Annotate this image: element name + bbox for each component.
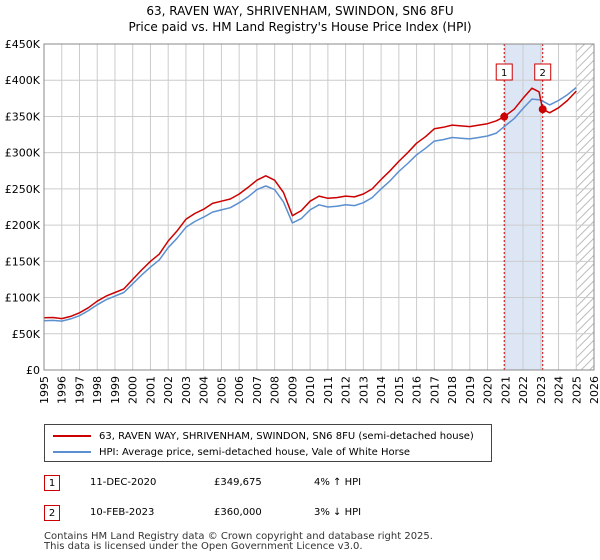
x-tick-label: 1999 (109, 376, 122, 404)
sale-point-1 (500, 112, 509, 121)
legend: 63, RAVEN WAY, SHRIVENHAM, SWINDON, SN6 … (44, 424, 492, 462)
x-tick-label: 2024 (553, 376, 566, 404)
y-tick-label: £200K (5, 219, 41, 232)
x-tick-label: 2011 (322, 376, 335, 404)
x-tick-label: 2005 (215, 376, 228, 404)
x-tick-label: 2000 (127, 376, 140, 404)
x-tick-label: 2007 (251, 376, 264, 404)
y-tick-label: £250K (5, 183, 41, 196)
hpi-line (43, 86, 577, 322)
sale-box-1 (495, 63, 513, 81)
y-tick-label: £400K (5, 74, 41, 87)
plot-frame (43, 43, 595, 371)
x-tick-label: 2019 (464, 376, 477, 404)
x-tick-label: 2004 (198, 376, 211, 404)
x-tick-label: 2008 (269, 376, 282, 404)
y-tick-label: £100K (5, 292, 41, 305)
x-tick-label: 2009 (286, 376, 299, 404)
y-tick-label: £0 (26, 364, 40, 377)
x-tick-label: 1995 (38, 376, 51, 404)
legend-item-property: 63, RAVEN WAY, SHRIVENHAM, SWINDON, SN6 … (53, 428, 474, 444)
annotation-date-1: 11-DEC-2020 (90, 477, 157, 488)
legend-item-hpi: HPI: Average price, semi-detached house,… (53, 444, 410, 460)
y-tick-label: £150K (5, 255, 41, 268)
x-tick-label: 2018 (446, 376, 459, 404)
annotation-price-2: £360,000 (214, 507, 262, 518)
x-tick-label: 1997 (73, 376, 86, 404)
y-tick-label: £50K (12, 328, 41, 341)
footer: Contains HM Land Registry data © Crown c… (44, 532, 433, 552)
x-tick-label: 2026 (588, 376, 600, 404)
legend-hpi-line (53, 451, 91, 453)
annotation-date-2: 10-FEB-2023 (90, 507, 155, 518)
sale-point-2 (538, 105, 547, 114)
x-tick-label: 2023 (535, 376, 548, 404)
annotation-row-2: 2 10-FEB-2023 £360,000 3% ↓ HPI (44, 505, 564, 523)
x-tick-label: 2022 (517, 376, 530, 404)
chart-area: £0 £50K £100K £150K £200K £250K £300K £350K £400… (5, 38, 600, 404)
x-tick-label: 2020 (482, 376, 495, 404)
future-hatch (576, 44, 594, 370)
footer-copyright: Contains HM Land Registry data © Crown c… (44, 531, 433, 542)
legend-property-line (53, 435, 91, 437)
x-tick-label: 2021 (499, 376, 512, 404)
annotation-row-1: 1 11-DEC-2020 £349,675 4% ↑ HPI (44, 475, 564, 493)
annotation-marker-1: 1 (44, 475, 60, 491)
sale-box-2 (534, 63, 552, 81)
annotation-marker-2: 2 (44, 505, 60, 521)
y-tick-label: £350K (5, 110, 41, 123)
x-tick-label: 2003 (180, 376, 193, 404)
x-tick-label: 2017 (428, 376, 441, 404)
x-tick-label: 2016 (411, 376, 424, 404)
sale-box-label-1: 1 (501, 68, 507, 79)
x-tick-label: 2002 (162, 376, 175, 404)
x-tick-label: 1996 (56, 376, 69, 404)
legend-hpi-label: HPI: Average price, semi-detached house,… (99, 446, 411, 458)
footer-licence: This data is licensed under the Open Gov… (44, 541, 363, 552)
annotation-price-1: £349,675 (214, 477, 262, 488)
chart-title-line2: Price paid vs. HM Land Registry's House … (128, 20, 472, 34)
x-tick-label: 2025 (570, 376, 583, 404)
x-tick-label: 2013 (357, 376, 370, 404)
x-tick-label: 1998 (91, 376, 104, 404)
annotation-hpi-2: 3% ↓ HPI (314, 507, 362, 518)
x-tick-label: 2010 (304, 376, 317, 404)
x-tick-label: 2006 (233, 376, 246, 404)
x-tick-label: 2012 (340, 376, 353, 404)
x-tick-label: 2014 (375, 376, 388, 404)
y-tick-label: £300K (5, 147, 41, 160)
legend-property-label: 63, RAVEN WAY, SHRIVENHAM, SWINDON, SN6 … (99, 430, 474, 442)
y-tick-label: £450K (5, 38, 41, 51)
chart-title-line1: 63, RAVEN WAY, SHRIVENHAM, SWINDON, SN6 … (146, 4, 454, 18)
x-tick-label: 2015 (393, 376, 406, 404)
x-tick-label: 2001 (144, 376, 157, 404)
property-price-line (43, 87, 577, 320)
sale-box-label-2: 2 (540, 68, 546, 79)
annotation-hpi-1: 4% ↑ HPI (314, 477, 362, 488)
